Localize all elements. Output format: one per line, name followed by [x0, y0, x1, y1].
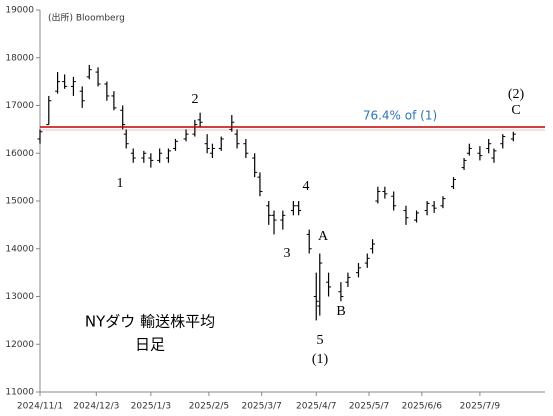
- wave-label: (2): [508, 87, 525, 102]
- wave-label: 2: [192, 92, 199, 107]
- y-tick-label: 18000: [5, 53, 34, 63]
- x-tick-label: 2025/6/6: [402, 402, 443, 412]
- y-tick-label: 16000: [5, 149, 34, 159]
- y-tick-label: 15000: [5, 197, 34, 207]
- x-tick-label: 2025/2/5: [189, 402, 229, 412]
- x-tick-label: 2024/11/1: [17, 402, 63, 412]
- x-tick-label: 2024/12/3: [73, 402, 119, 412]
- wave-label: C: [511, 103, 520, 118]
- wave-label: 1: [117, 176, 124, 191]
- x-tick-label: 2025/5/7: [349, 402, 389, 412]
- y-tick-label: 19000: [5, 6, 34, 16]
- source-note: (出所) Bloomberg: [48, 12, 125, 24]
- x-tick-label: 2025/3/7: [241, 402, 281, 412]
- x-tick-label: 2025/7/9: [460, 402, 501, 412]
- wave-label: (1): [312, 352, 329, 367]
- reference-label: 76.4% of (1): [363, 108, 437, 122]
- chart-title: NYダウ 輸送株平均: [85, 313, 215, 331]
- x-tick-label: 2025/4/7: [296, 402, 336, 412]
- y-tick-label: 17000: [5, 101, 34, 111]
- wave-label: 5: [317, 333, 324, 348]
- y-tick-label: 14000: [5, 244, 34, 254]
- wave-label: B: [336, 304, 345, 319]
- y-tick-label: 13000: [5, 292, 34, 302]
- wave-label: 4: [303, 179, 310, 194]
- chart-subtitle: 日足: [135, 336, 165, 354]
- y-tick-label: 11000: [5, 388, 34, 398]
- x-tick-label: 2025/1/3: [131, 402, 171, 412]
- y-tick-label: 12000: [5, 340, 34, 350]
- wave-label: A: [318, 229, 329, 244]
- wave-label: 3: [284, 246, 291, 261]
